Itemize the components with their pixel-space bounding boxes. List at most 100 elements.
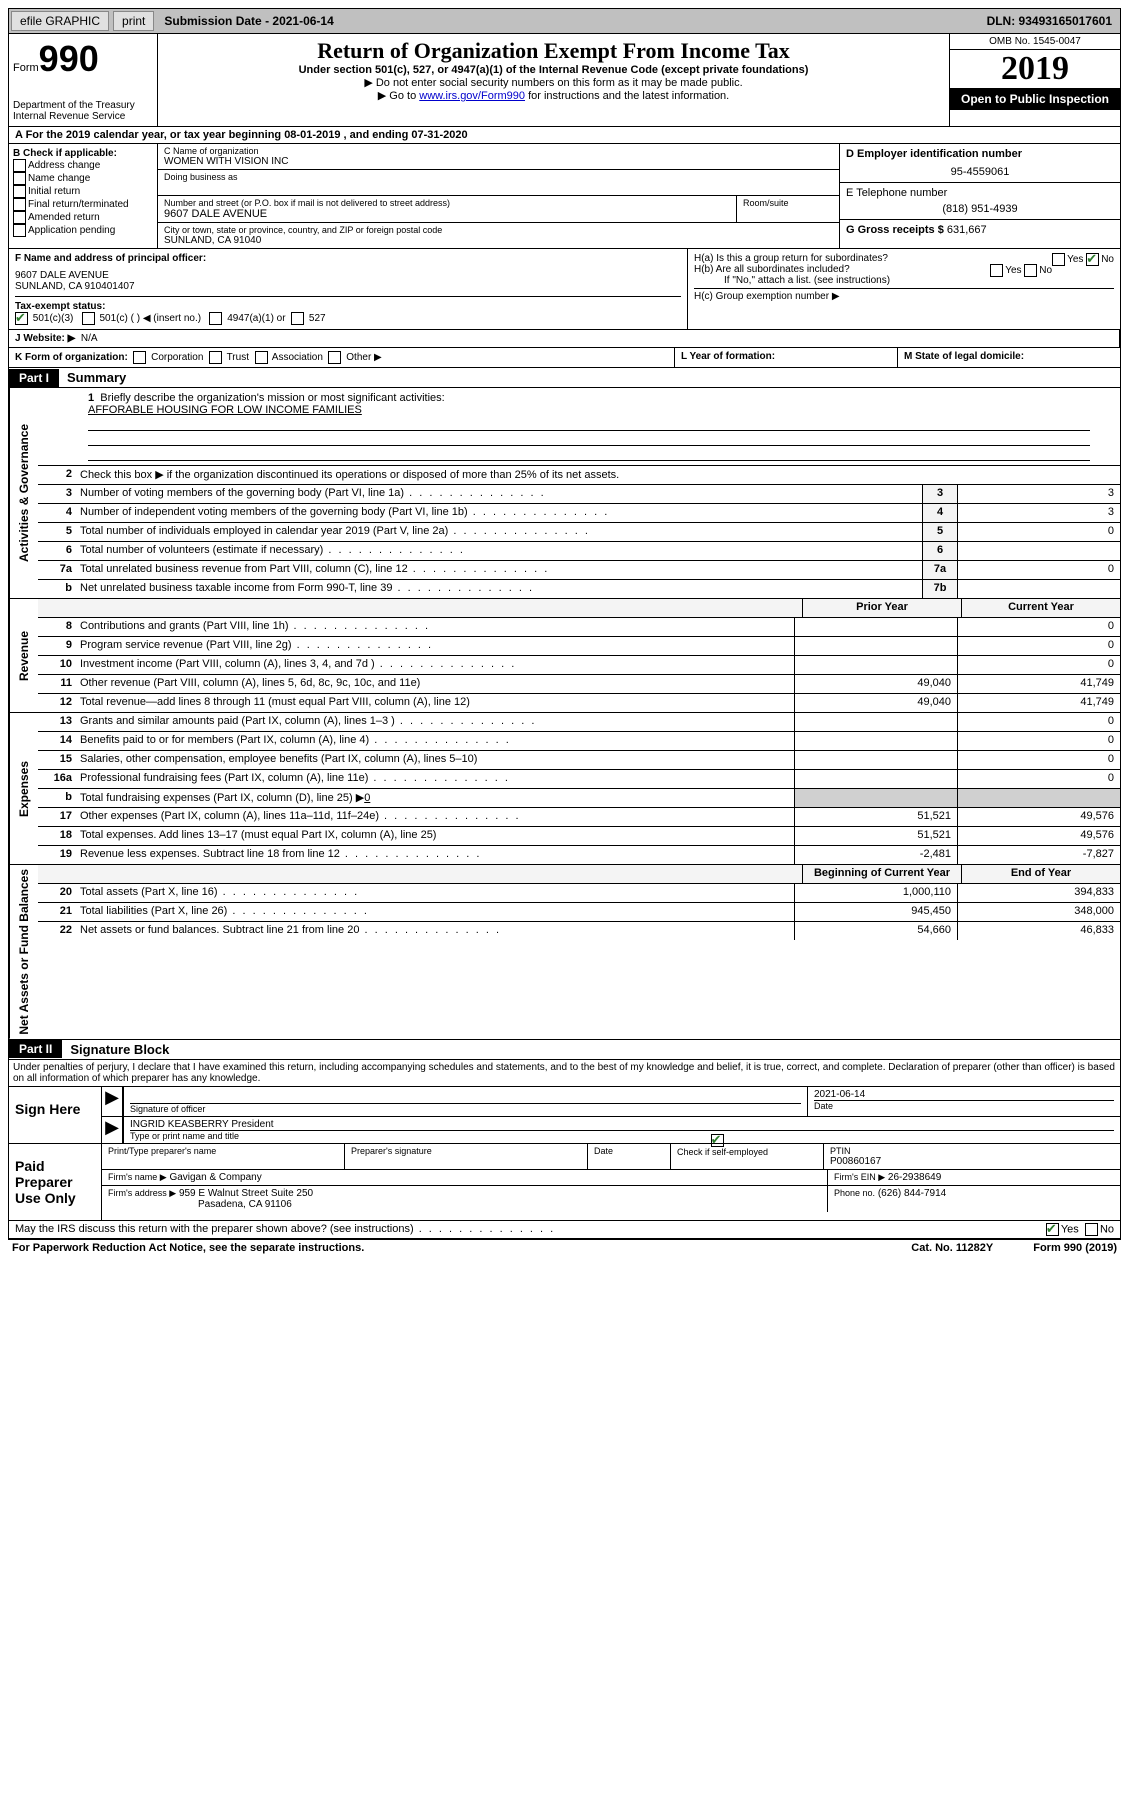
prior-year-header: Prior Year — [802, 599, 961, 617]
opt-association: Association — [272, 352, 323, 363]
paid-preparer-block: Paid Preparer Use Only Print/Type prepar… — [8, 1144, 1121, 1221]
501c3-checkbox[interactable] — [15, 312, 28, 325]
phone-value: (818) 951-4939 — [846, 199, 1114, 215]
l21-end: 348,000 — [957, 903, 1120, 921]
l10-desc: Investment income (Part VIII, column (A)… — [76, 656, 794, 674]
l16a-current: 0 — [957, 770, 1120, 788]
ssn-note: Do not enter social security numbers on … — [166, 76, 941, 89]
l3-desc: Number of voting members of the governin… — [76, 485, 922, 503]
ha-label: H(a) Is this a group return for subordin… — [694, 253, 888, 264]
b-mid: C Name of organization WOMEN WITH VISION… — [158, 144, 839, 248]
part2-title: Signature Block — [62, 1040, 177, 1059]
room-label: Room/suite — [743, 198, 833, 208]
l16a-desc: Professional fundraising fees (Part IX, … — [76, 770, 794, 788]
ha-yes-checkbox[interactable] — [1052, 253, 1065, 266]
open-public-inspection: Open to Public Inspection — [950, 88, 1120, 110]
ha-no-checkbox[interactable] — [1086, 253, 1099, 266]
mission-text: AFFORABLE HOUSING FOR LOW INCOME FAMILIE… — [88, 404, 1090, 416]
l8-current: 0 — [957, 618, 1120, 636]
l7a-val: 0 — [957, 561, 1120, 579]
footer-right: Form 990 (2019) — [1033, 1242, 1117, 1254]
header-right: OMB No. 1545-0047 2019 Open to Public In… — [949, 34, 1120, 126]
footer-left: For Paperwork Reduction Act Notice, see … — [12, 1242, 871, 1254]
final-return-checkbox[interactable] — [13, 198, 26, 211]
type-name-label: Type or print name and title — [130, 1130, 1114, 1141]
l11-desc: Other revenue (Part VIII, column (A), li… — [76, 675, 794, 693]
form-subtitle: Under section 501(c), 527, or 4947(a)(1)… — [166, 64, 941, 76]
row-k: K Form of organization: Corporation Trus… — [8, 348, 1121, 368]
opt-501c: 501(c) ( ) ◀ (insert no.) — [99, 313, 201, 324]
tax-year: 2019 — [950, 50, 1120, 88]
l7b-val — [957, 580, 1120, 598]
l19-prior: -2,481 — [794, 846, 957, 864]
self-employed-checkbox[interactable] — [711, 1134, 724, 1147]
discuss-yes-checkbox[interactable] — [1046, 1223, 1059, 1236]
form-header: Form 990 Department of the Treasury Inte… — [8, 34, 1121, 127]
arrow-icon-2: ▶ — [102, 1117, 124, 1143]
l6-val — [957, 542, 1120, 560]
l17-prior: 51,521 — [794, 808, 957, 826]
part-1: Part I Summary Activities & Governance 1… — [8, 368, 1121, 1040]
l7a-desc: Total unrelated business revenue from Pa… — [76, 561, 922, 579]
opt-address-change: Address change — [28, 160, 100, 171]
discuss-no-checkbox[interactable] — [1085, 1223, 1098, 1236]
l15-prior — [794, 751, 957, 769]
l10-current: 0 — [957, 656, 1120, 674]
header-center: Return of Organization Exempt From Incom… — [158, 34, 949, 126]
begin-year-header: Beginning of Current Year — [802, 865, 961, 883]
trust-checkbox[interactable] — [209, 351, 222, 364]
l18-desc: Total expenses. Add lines 13–17 (must eq… — [76, 827, 794, 845]
l19-current: -7,827 — [957, 846, 1120, 864]
corp-checkbox[interactable] — [133, 351, 146, 364]
opt-initial-return: Initial return — [28, 186, 80, 197]
hb-no-checkbox[interactable] — [1024, 264, 1037, 277]
end-year-header: End of Year — [961, 865, 1120, 883]
4947-checkbox[interactable] — [209, 312, 222, 325]
c-name-label: C Name of organization — [164, 146, 833, 156]
ein-value: 95-4559061 — [846, 160, 1114, 178]
side-revenue: Revenue — [9, 599, 38, 712]
penalties-text: Under penalties of perjury, I declare th… — [9, 1060, 1120, 1086]
prep-sig-label: Preparer's signature — [351, 1146, 581, 1156]
l13-current: 0 — [957, 713, 1120, 731]
l4-val: 3 — [957, 504, 1120, 522]
l13-prior — [794, 713, 957, 731]
name-change-checkbox[interactable] — [13, 172, 26, 185]
footer-center: Cat. No. 11282Y — [871, 1242, 1033, 1254]
l15-desc: Salaries, other compensation, employee b… — [76, 751, 794, 769]
address-change-checkbox[interactable] — [13, 159, 26, 172]
dept-treasury: Department of the Treasury — [13, 100, 153, 111]
initial-return-checkbox[interactable] — [13, 185, 26, 198]
form990-link[interactable]: www.irs.gov/Form990 — [419, 90, 525, 102]
other-checkbox[interactable] — [328, 351, 341, 364]
k-form-org-label: K Form of organization: — [15, 352, 128, 363]
assoc-checkbox[interactable] — [255, 351, 268, 364]
l19-desc: Revenue less expenses. Subtract line 18 … — [76, 846, 794, 864]
b-checkboxes: B Check if applicable: Address change Na… — [9, 144, 158, 248]
amended-return-checkbox[interactable] — [13, 211, 26, 224]
501c-checkbox[interactable] — [82, 312, 95, 325]
omb-number: OMB No. 1545-0047 — [950, 34, 1120, 50]
l16b-prior — [794, 789, 957, 807]
ha-yes: Yes — [1067, 254, 1083, 265]
l20-desc: Total assets (Part X, line 16) — [76, 884, 794, 902]
application-pending-checkbox[interactable] — [13, 224, 26, 237]
l12-desc: Total revenue—add lines 8 through 11 (mu… — [76, 694, 794, 712]
sign-here-label: Sign Here — [9, 1087, 102, 1143]
print-button[interactable]: print — [113, 11, 154, 31]
ptin-value: P00860167 — [830, 1156, 1114, 1167]
hb-yes-checkbox[interactable] — [990, 264, 1003, 277]
527-checkbox[interactable] — [291, 312, 304, 325]
print-name-label: Print/Type preparer's name — [108, 1146, 338, 1156]
firm-addr1: 959 E Walnut Street Suite 250 — [179, 1188, 313, 1199]
opt-corporation: Corporation — [151, 352, 203, 363]
part1-title: Summary — [59, 368, 134, 387]
firm-ein: 26-2938649 — [888, 1172, 941, 1183]
e-phone-label: E Telephone number — [846, 187, 1114, 199]
sign-here-block: Sign Here ▶ Signature of officer 2021-06… — [8, 1087, 1121, 1144]
opt-4947: 4947(a)(1) or — [227, 313, 285, 324]
website-value: N/A — [81, 333, 98, 344]
firm-name-label: Firm's name ▶ — [108, 1172, 167, 1182]
opt-name-change: Name change — [28, 173, 90, 184]
goto-pre: Go to — [389, 90, 419, 102]
